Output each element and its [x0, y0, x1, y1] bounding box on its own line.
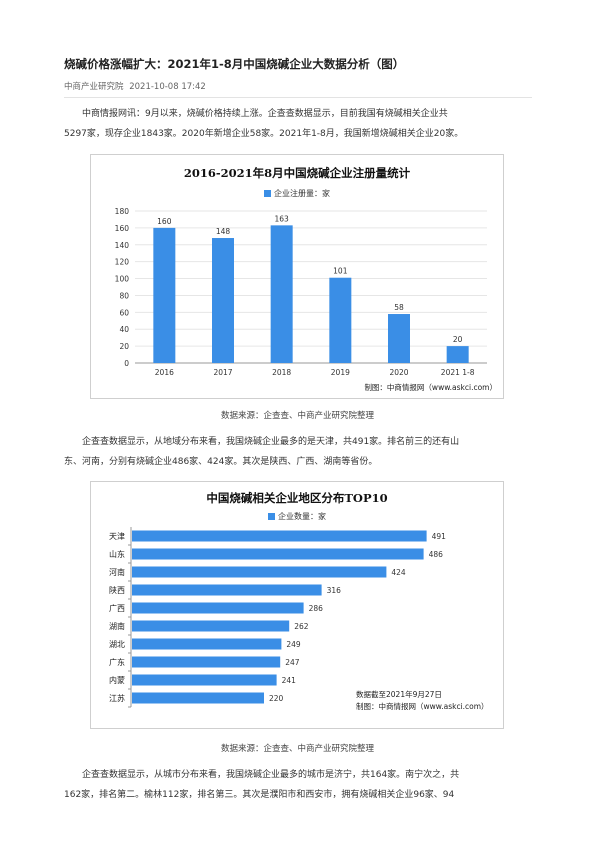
chart-2-legend: 企业数量：家	[91, 511, 503, 522]
article-title: 烧碱价格涨幅扩大：2021年1-8月中国烧碱企业大数据分析（图）	[64, 57, 405, 71]
article-date: 2021-10-08 17:42	[129, 82, 206, 92]
legend-swatch	[264, 190, 271, 197]
paragraph-3-line-1: 企查查数据显示，从城市分布来看，我国烧碱企业最多的城市是济宁，共164家。南宁次…	[82, 770, 460, 780]
article-source[interactable]: 中商产业研究院	[64, 82, 124, 92]
data-label: 247	[285, 658, 300, 667]
category-label: 广东	[109, 657, 125, 667]
bar	[270, 225, 293, 363]
caption-2: 数据来源：企查查、中商产业研究院整理	[220, 744, 374, 754]
y-tick-label: 80	[119, 291, 129, 300]
caption-1: 数据来源：企查查、中商产业研究院整理	[220, 411, 374, 421]
legend-swatch	[268, 513, 275, 520]
chart-1-legend-label: 企业注册量：家	[274, 189, 330, 198]
data-label: 249	[286, 640, 301, 649]
title-divider	[64, 97, 532, 98]
y-tick-label: 160	[115, 224, 130, 233]
y-tick-label: 0	[124, 359, 129, 368]
data-label: 20	[453, 335, 463, 344]
data-label: 160	[157, 217, 172, 226]
data-label: 486	[429, 550, 444, 559]
chart-regions: 中国烧碱相关企业地区分布TOP10 企业数量：家 天津 491 山东 486 河南 424…	[90, 481, 504, 729]
bar	[132, 656, 281, 668]
bar	[132, 566, 387, 578]
paragraph-2-line-2: 东、河南，分别有烧碱企业486家、424家。其次是陕西、广西、湖南等省份。	[64, 457, 378, 467]
data-label: 58	[394, 303, 404, 312]
data-label: 491	[432, 532, 447, 541]
chart-2-credit: 制图：中商情报网（www.askci.com）	[356, 702, 489, 711]
bar	[446, 346, 469, 363]
y-tick-label: 120	[115, 258, 130, 267]
chart-1-credit: 制图：中商情报网（www.askci.com）	[364, 383, 497, 392]
category-label: 内蒙	[109, 675, 125, 685]
data-label: 163	[275, 214, 290, 223]
paragraph-1: 中商情报网讯：9月以来，烧碱价格持续上涨。企查查数据显示，目前我国有烧碱相关企业…	[64, 104, 532, 144]
chart-2-title: 中国烧碱相关企业地区分布TOP10	[206, 491, 388, 505]
bar	[132, 530, 427, 542]
paragraph-1-line-2: 5297家，现存企业1843家。2020年新增企业58家。2021年1-8月，我…	[64, 129, 464, 139]
paragraph-1-line-1: 中商情报网讯：9月以来，烧碱价格持续上涨。企查查数据显示，目前我国有烧碱相关企业…	[82, 109, 448, 119]
data-label: 262	[294, 622, 309, 631]
bar	[132, 602, 304, 614]
category-label: 天津	[109, 531, 125, 541]
paragraph-2: 企查查数据显示，从地域分布来看，我国烧碱企业最多的是天津，共491家。排名前三的…	[64, 432, 532, 472]
article-meta: 中商产业研究院 2021-10-08 17:42	[64, 80, 206, 92]
bar	[132, 620, 290, 632]
data-label: 286	[309, 604, 324, 613]
data-label: 101	[333, 267, 348, 276]
category-label: 江苏	[109, 693, 125, 703]
y-tick-label: 140	[115, 241, 130, 250]
paragraph-3-line-2: 162家，排名第二。榆林112家，排名第三。其次是濮阳市和西安市，拥有烧碱相关企…	[64, 790, 455, 800]
x-tick-label: 2017	[213, 368, 232, 377]
data-label: 316	[327, 586, 342, 595]
chart-2-legend-label: 企业数量：家	[278, 512, 326, 521]
bar	[153, 227, 176, 363]
data-label: 220	[269, 694, 284, 703]
category-label: 广西	[109, 603, 125, 613]
x-tick-label: 2016	[155, 368, 174, 377]
chart-1-legend: 企业注册量：家	[91, 188, 503, 199]
chart-1-plot: 0 20 40 60 80 100 120 140 160 180 160 2016 148 2017 16…	[115, 207, 487, 377]
x-tick-label: 2021 1-8	[441, 368, 475, 377]
bar	[132, 584, 322, 596]
data-label: 241	[282, 676, 297, 685]
category-label: 陕西	[109, 585, 125, 595]
chart-1-title: 2016-2021年8月中国烧碱企业注册量统计	[183, 166, 411, 180]
category-label: 湖北	[109, 640, 125, 649]
x-tick-label: 2020	[389, 368, 408, 377]
category-label: 山东	[109, 549, 125, 559]
bar	[212, 238, 234, 363]
x-tick-label: 2018	[272, 368, 291, 377]
bar	[132, 548, 424, 560]
chart-2-plot: 天津 491 山东 486 河南 424 陕西 316 广西 286 湖南 262 湖北 249 广东 247…	[109, 527, 447, 708]
data-label: 424	[391, 568, 406, 577]
category-label: 河南	[109, 567, 125, 577]
category-label: 湖南	[109, 621, 125, 631]
bar	[132, 638, 282, 650]
data-label: 148	[216, 227, 231, 236]
bar	[132, 674, 277, 686]
y-tick-label: 60	[119, 308, 129, 317]
bar	[132, 692, 264, 704]
bar	[329, 277, 352, 363]
paragraph-3: 企查查数据显示，从城市分布来看，我国烧碱企业最多的城市是济宁，共164家。南宁次…	[64, 765, 532, 805]
y-tick-label: 180	[115, 207, 130, 216]
y-tick-label: 20	[119, 342, 129, 351]
y-tick-label: 40	[119, 325, 129, 334]
paragraph-2-line-1: 企查查数据显示，从地域分布来看，我国烧碱企业最多的是天津，共491家。排名前三的…	[82, 437, 460, 447]
y-tick-label: 100	[115, 275, 130, 284]
chart-registrations: 2016-2021年8月中国烧碱企业注册量统计 企业注册量：家 0 20 40 60 8…	[90, 154, 504, 399]
chart-2-note: 数据截至2021年9月27日	[356, 690, 442, 699]
bar	[388, 314, 410, 363]
x-tick-label: 2019	[331, 368, 350, 377]
